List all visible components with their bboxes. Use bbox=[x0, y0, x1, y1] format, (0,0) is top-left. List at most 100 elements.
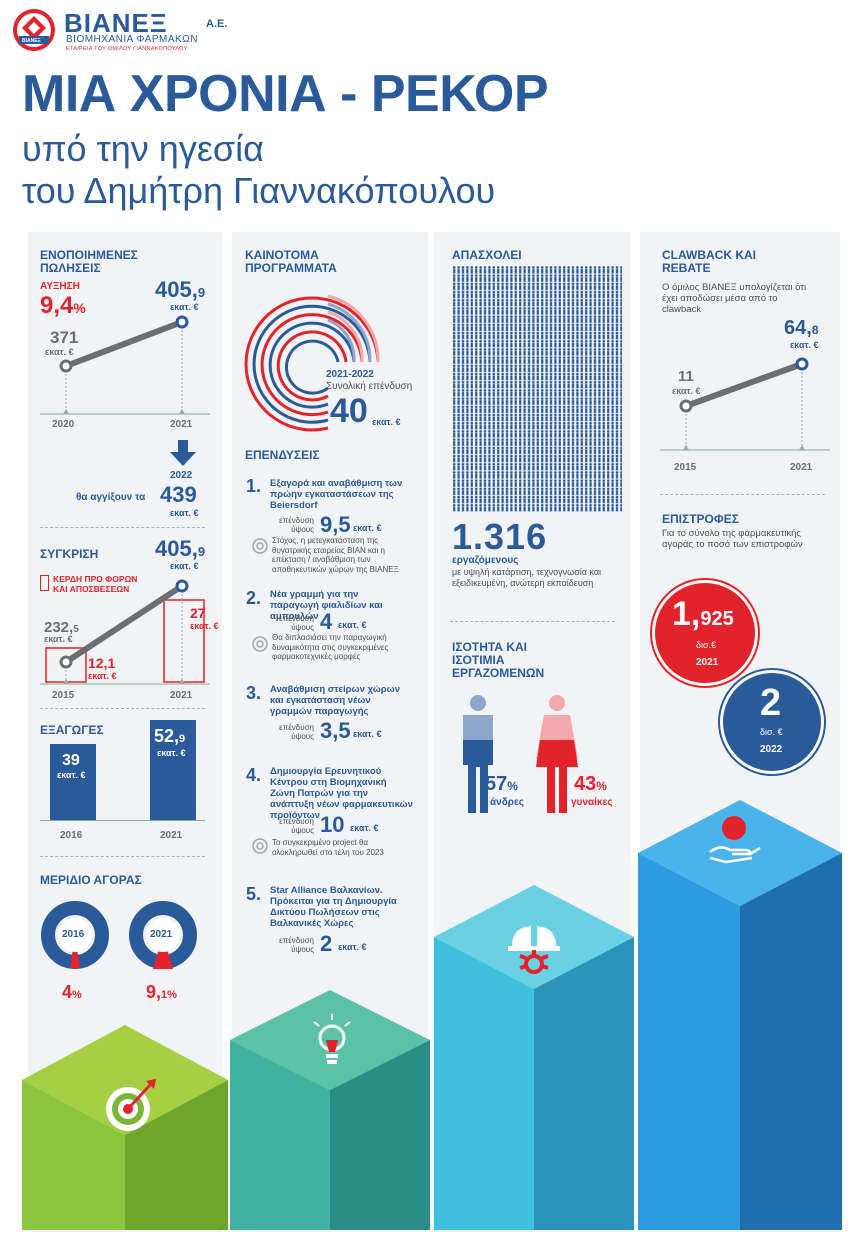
col3-divider bbox=[450, 621, 615, 622]
logo-badge: ΒΙΑΝΕΞ bbox=[22, 38, 41, 44]
comparison-year-2021: 2021 bbox=[170, 690, 193, 701]
investment-2-value: 4 bbox=[320, 609, 333, 634]
investment-2-title: Νέα γραμμή για την παραγωγή φιαλιδίων κα… bbox=[270, 589, 383, 622]
sales-year-2020: 2020 bbox=[52, 419, 75, 430]
comparison-ebitda-2015: 12,1 bbox=[88, 655, 116, 671]
returns-2021-value: 1,925 bbox=[672, 595, 734, 634]
comparison-ebitda-2021-unit: εκατ. € bbox=[190, 621, 219, 631]
col1-divider-2 bbox=[40, 708, 205, 709]
comparison-2021-value: 405,9 bbox=[155, 536, 205, 562]
clawback-heading: CLAWBACK ΚΑΙ REBATE bbox=[662, 248, 756, 275]
market-share-2021-value: 9,1% bbox=[146, 982, 177, 1003]
market-share-2021-unit: % bbox=[167, 989, 177, 1001]
investment-2-number: 2. bbox=[246, 588, 262, 608]
sales-2021-value: 405,9 bbox=[155, 277, 205, 303]
returns-desc: Για το σύνολο της φαρμακευτικής αγοράς τ… bbox=[662, 528, 803, 550]
returns-2021-dec: 925 bbox=[700, 608, 734, 630]
logo-line1: ΒΙΟΜΗΧΑΝΙΑ ΦΑΡΜΑΚΩΝ bbox=[66, 34, 198, 45]
investment-1-number: 1. bbox=[246, 476, 262, 496]
sales-increase-value: 9,4% bbox=[40, 292, 86, 320]
investment-3-amount-label: επένδυση ύψους bbox=[279, 723, 314, 741]
investment-4-unit: εκατ. € bbox=[350, 823, 379, 833]
equality-men-label: άνδρες bbox=[490, 797, 524, 808]
market-share-heading: ΜΕΡΙΔΙΟ ΑΓΟΡΑΣ bbox=[40, 873, 142, 887]
comparison-legend-label: ΚΕΡΔΗ ΠΡΟ ΦΟΡΩΝ ΚΑΙ ΑΠΟΣΒΕΣΕΩΝ bbox=[53, 574, 138, 594]
investment-4-amount-label: επένδυση ύψους bbox=[279, 817, 314, 835]
exports-bar-2016 bbox=[50, 744, 96, 820]
logo: ΒΙΑΝΕΞ ΒΙΑΝΕΞ Α.Ε. ΒΙΟΜΗΧΑΝΙΑ ΦΑΡΜΑΚΩΝ Ε… bbox=[12, 8, 242, 54]
down-arrow-icon bbox=[170, 440, 196, 466]
comparison-ebitda-2021: 27 bbox=[190, 605, 206, 621]
sales-2021-dec: 9 bbox=[197, 285, 206, 300]
market-share-2016-donut bbox=[41, 901, 109, 969]
sales-line-chart bbox=[40, 315, 210, 415]
market-share-2016-unit: % bbox=[72, 989, 82, 1001]
comparison-ebitda-2015-unit: εκατ. € bbox=[88, 671, 117, 681]
returns-2022-year: 2022 bbox=[760, 744, 783, 755]
sales-future-value: 439 bbox=[160, 482, 197, 507]
exports-2021-unit: εκατ. € bbox=[157, 748, 186, 758]
investment-5-unit: εκατ. € bbox=[338, 942, 367, 952]
investment-1-value: 9,5 bbox=[320, 512, 351, 537]
equality-men-pct: 57% bbox=[485, 773, 518, 796]
sales-future-text: θα αγγίξουν τα bbox=[76, 492, 146, 503]
investment-4-note: Το συγκεκριμένο project θα ολοκληρωθεί σ… bbox=[272, 838, 384, 857]
logo-mark-icon bbox=[13, 9, 55, 51]
equality-heading: ΙΣΟΤΗΤΑ ΚΑΙ ΙΣΟΤΙΜΙΑ ΕΡΓΑΖΟΜΕΝΩΝ bbox=[452, 640, 545, 680]
page-subtitle-1: υπό την ηγεσία bbox=[22, 128, 264, 169]
comparison-chart bbox=[40, 579, 210, 685]
comparison-2015-unit: εκατ. € bbox=[44, 634, 73, 644]
equality-women-unit: % bbox=[596, 779, 607, 793]
logo-name: ΒΙΑΝΕΞ bbox=[64, 8, 168, 38]
col1-divider-1 bbox=[40, 527, 205, 528]
market-share-2021-int: 9, bbox=[146, 982, 162, 1002]
investments-heading: ΕΠΕΝΔΥΣΕΙΣ bbox=[245, 448, 320, 462]
exports-2016-value: 39 bbox=[62, 752, 80, 769]
innovation-value: 40 bbox=[330, 392, 368, 430]
investment-5-number: 5. bbox=[246, 884, 262, 904]
innovation-period: 2021-2022 bbox=[326, 369, 374, 380]
page-subtitle-2: του Δημήτρη Γιαννακόπουλου bbox=[22, 170, 496, 211]
investment-4-number: 4. bbox=[246, 765, 262, 785]
comparison-2021-unit: εκατ. € bbox=[170, 561, 199, 571]
target-icon bbox=[106, 1079, 156, 1131]
returns-2021-year: 2021 bbox=[696, 657, 719, 668]
investment-5-value: 2 bbox=[320, 931, 333, 956]
clawback-year-2021: 2021 bbox=[790, 462, 813, 473]
logo-suffix: Α.Ε. bbox=[206, 18, 228, 30]
exports-year-2016: 2016 bbox=[60, 830, 83, 841]
investment-2-unit: εκατ. € bbox=[338, 620, 367, 630]
returns-2022-circle bbox=[720, 670, 824, 774]
target-small-icon bbox=[252, 538, 268, 554]
clawback-2015-unit: εκατ. € bbox=[672, 386, 701, 396]
employees-heading: ΑΠΑΣΧΟΛΕΙ bbox=[452, 248, 522, 262]
clawback-line-chart bbox=[660, 357, 830, 451]
market-share-2021-year: 2021 bbox=[150, 929, 173, 940]
sales-2020-value: 371 bbox=[50, 328, 79, 347]
sales-increase-unit: % bbox=[73, 300, 86, 316]
clawback-2021-int: 64, bbox=[784, 317, 812, 339]
investment-3-unit: εκατ. € bbox=[353, 729, 382, 739]
investment-2-note: Θα διπλασιάσει την παραγωγική δυναμικότη… bbox=[272, 633, 389, 661]
clawback-2021-value: 64,8 bbox=[784, 317, 819, 340]
equality-women-number: 43 bbox=[574, 773, 597, 795]
equality-women-label: γυναίκες bbox=[571, 797, 613, 808]
returns-2022-unit: δισ. € bbox=[760, 727, 783, 737]
sales-year-2021: 2021 bbox=[170, 419, 193, 430]
exports-2021-dec: 9 bbox=[179, 733, 186, 745]
clawback-2015-value: 11 bbox=[678, 368, 694, 385]
exports-heading: ΕΞΑΓΩΓΕΣ bbox=[40, 723, 104, 737]
returns-2021-unit: δισ.€ bbox=[696, 640, 717, 650]
comparison-2021-int: 405, bbox=[155, 536, 198, 561]
woman-icon bbox=[536, 695, 578, 813]
employees-value: 1.316 bbox=[452, 516, 548, 557]
exports-2021-int: 52, bbox=[154, 726, 180, 746]
comparison-heading: ΣΥΓΚΡΙΣΗ bbox=[40, 547, 99, 561]
exports-baseline bbox=[40, 820, 205, 821]
target-small-icon-2 bbox=[252, 636, 268, 652]
returns-2021-int: 1, bbox=[672, 595, 701, 633]
market-share-2021-dec: 1 bbox=[161, 989, 168, 1001]
equality-women-pct: 43% bbox=[574, 773, 607, 796]
clawback-2021-dec: 8 bbox=[811, 323, 819, 337]
